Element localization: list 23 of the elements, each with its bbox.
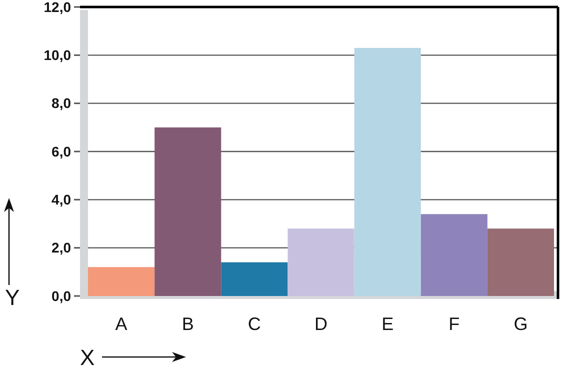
- y-tick-label: 12,0: [44, 0, 72, 15]
- bar: [221, 262, 288, 296]
- y-tick-label: 2,0: [52, 240, 72, 256]
- bar: [88, 267, 155, 296]
- y-axis-title: Y: [5, 285, 20, 310]
- bar: [354, 48, 421, 296]
- x-tick-label: G: [514, 314, 528, 334]
- y-tick-label: 0,0: [52, 288, 72, 304]
- y-tick-label: 4,0: [52, 192, 72, 208]
- bar: [420, 214, 488, 296]
- x-tick-label: F: [448, 314, 460, 334]
- y-tick-label: 6,0: [52, 143, 72, 160]
- y-tick-label: 8,0: [52, 95, 72, 112]
- x-tick-label: C: [248, 314, 261, 334]
- bar: [154, 127, 222, 296]
- x-axis-title: X: [80, 345, 95, 370]
- x-tick-label: D: [314, 314, 328, 334]
- x-tick-label: E: [382, 314, 394, 334]
- x-tick-label: A: [115, 314, 128, 334]
- x-tick-label: B: [182, 314, 194, 334]
- y-tick-label: 10,0: [44, 47, 72, 64]
- bar: [288, 228, 354, 296]
- bar: [487, 228, 554, 296]
